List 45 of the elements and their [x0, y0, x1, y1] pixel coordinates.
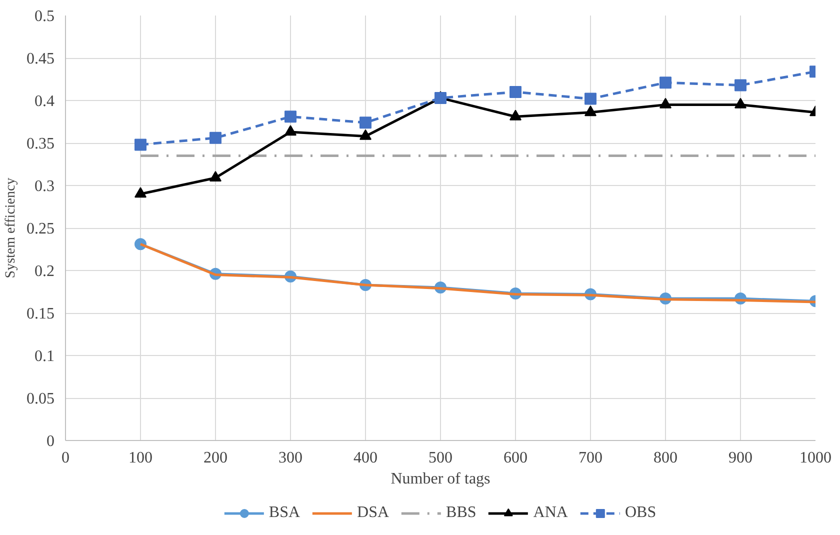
x-tick-label: 1000	[800, 450, 832, 466]
x-tick-label: 0	[62, 450, 70, 466]
y-tick-label: 0.45	[26, 50, 54, 68]
x-tick-label: 800	[654, 450, 678, 466]
x-tick-label: 700	[578, 450, 602, 466]
point	[510, 86, 522, 98]
x-tick-label: 500	[428, 450, 452, 466]
point	[360, 129, 372, 140]
legend-label: BBS	[446, 504, 476, 522]
point	[660, 76, 672, 89]
point	[660, 98, 672, 108]
y-tick-label: 0.3	[34, 178, 54, 195]
point	[284, 125, 296, 136]
legend-label: DSA	[357, 504, 390, 522]
x-tick-label: 300	[278, 450, 302, 466]
point	[134, 187, 146, 198]
point	[734, 98, 746, 108]
y-tick-label: 0.5	[34, 8, 54, 25]
point	[734, 79, 746, 92]
point	[210, 171, 222, 182]
point	[134, 138, 146, 151]
legend-label: ANA	[533, 504, 568, 522]
point	[584, 106, 596, 116]
x-tick-label: 900	[728, 450, 752, 466]
x-tick-label: 100	[128, 450, 152, 466]
x-tick-label: 200	[204, 450, 228, 466]
point	[510, 110, 522, 120]
y-tick-label: 0.15	[26, 306, 54, 322]
y-tick-label: 0.1	[34, 348, 54, 365]
y-tick-label: 0.2	[34, 263, 54, 280]
y-tick-label: 0.35	[26, 136, 54, 152]
point	[584, 92, 596, 105]
legend-label: OBS	[624, 504, 656, 522]
y-tick-label: 0.25	[26, 220, 54, 238]
y-tick-label: 0.4	[34, 93, 54, 110]
point	[210, 132, 222, 144]
legend-label: BSA	[268, 504, 300, 522]
point	[360, 116, 372, 129]
y-tick-label: 0.05	[26, 390, 54, 408]
x-axis-title: Number of tags	[390, 470, 490, 488]
y-axis-title: System efficiency	[4, 178, 18, 278]
x-tick-label: 600	[504, 450, 528, 466]
x-tick-label: 400	[354, 450, 378, 466]
y-tick-label: 0	[46, 433, 54, 450]
point	[284, 110, 296, 123]
